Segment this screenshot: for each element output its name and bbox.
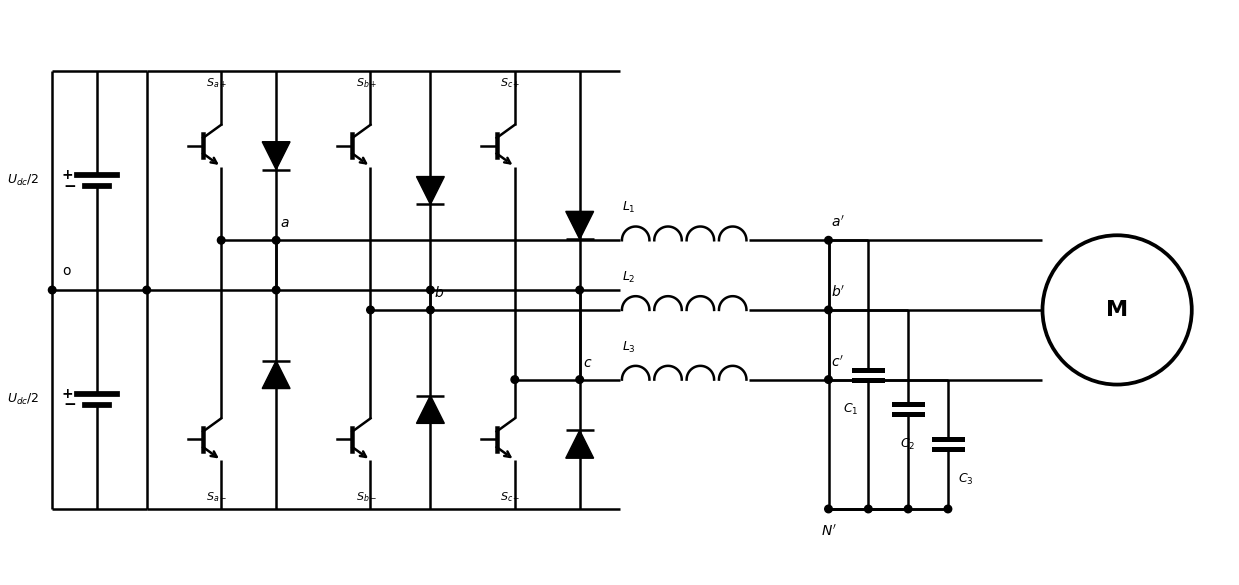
Circle shape (142, 286, 150, 294)
Circle shape (904, 505, 912, 512)
Circle shape (426, 306, 434, 314)
Text: +: + (61, 168, 73, 182)
Text: $S_{a+}$: $S_{a+}$ (207, 76, 228, 90)
Text: a: a (280, 216, 289, 230)
Text: $L_1$: $L_1$ (622, 200, 636, 215)
Text: $S_{c+}$: $S_{c+}$ (501, 76, 520, 90)
Text: $L_2$: $L_2$ (622, 270, 636, 285)
Polygon shape (263, 361, 290, 388)
Text: $U_{dc}/2$: $U_{dc}/2$ (7, 392, 40, 407)
Circle shape (217, 236, 225, 244)
Text: o: o (62, 264, 71, 278)
Text: +: + (61, 387, 73, 401)
Polygon shape (566, 211, 593, 239)
Text: −: − (63, 178, 77, 194)
Circle shape (48, 286, 56, 294)
Circle shape (426, 286, 434, 294)
Text: $S_{c-}$: $S_{c-}$ (501, 490, 520, 504)
Text: $S_{b+}$: $S_{b+}$ (356, 76, 377, 90)
Text: $c'$: $c'$ (831, 355, 844, 370)
Text: $L_3$: $L_3$ (622, 340, 637, 355)
Text: M: M (1106, 300, 1129, 320)
Text: $S_{b-}$: $S_{b-}$ (356, 490, 377, 504)
Text: c: c (584, 356, 591, 370)
Circle shape (273, 236, 280, 244)
Circle shape (576, 376, 584, 383)
Text: $C_1$: $C_1$ (843, 402, 859, 417)
Text: $a'$: $a'$ (831, 215, 845, 230)
Text: $C_3$: $C_3$ (958, 472, 974, 487)
Polygon shape (263, 142, 290, 170)
Circle shape (825, 236, 833, 244)
Circle shape (367, 306, 374, 314)
Text: $S_{a-}$: $S_{a-}$ (207, 490, 228, 504)
Circle shape (825, 505, 833, 512)
Polygon shape (566, 431, 593, 458)
Text: $b'$: $b'$ (831, 285, 846, 300)
Circle shape (944, 505, 952, 512)
Text: b: b (435, 286, 444, 300)
Circle shape (825, 306, 833, 314)
Polygon shape (416, 395, 445, 424)
Text: $C_2$: $C_2$ (901, 437, 916, 452)
Circle shape (865, 505, 872, 512)
Circle shape (825, 376, 833, 383)
Text: $U_{dc}/2$: $U_{dc}/2$ (7, 173, 40, 188)
Circle shape (273, 286, 280, 294)
Text: −: − (63, 397, 77, 412)
Circle shape (510, 376, 519, 383)
Polygon shape (416, 177, 445, 204)
Circle shape (576, 286, 584, 294)
Text: $N'$: $N'$ (820, 524, 836, 539)
